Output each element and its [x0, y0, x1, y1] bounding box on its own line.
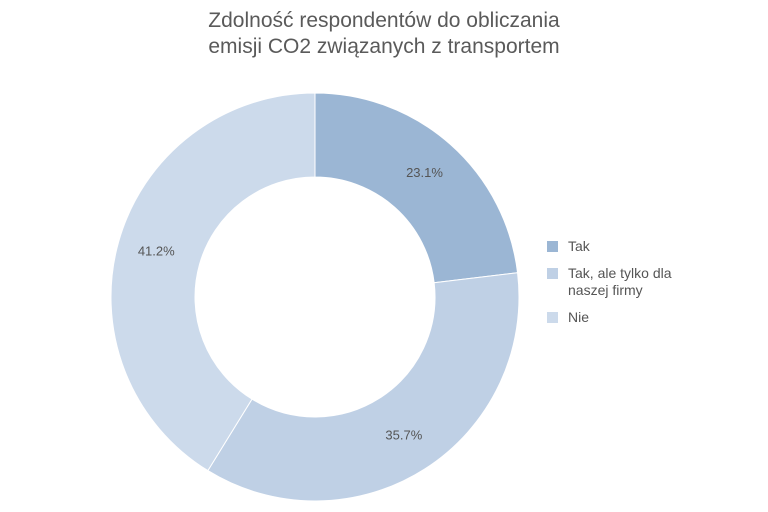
chart-title-line-1: Zdolność respondentów do obliczania [208, 9, 560, 32]
chart-legend: Tak Tak, ale tylko dla naszej firmy Nie [547, 238, 747, 336]
legend-item[interactable]: Tak [547, 238, 747, 255]
legend-swatch [547, 241, 558, 252]
legend-label: Tak, ale tylko dla naszej firmy [568, 265, 672, 298]
chart-title: Zdolność respondentów do obliczania emis… [0, 8, 768, 60]
donut-slice-2[interactable] [207, 272, 520, 502]
donut-slice-1[interactable] [314, 92, 519, 284]
donut-slice-3[interactable] [110, 92, 316, 472]
legend-label: Tak [568, 238, 590, 254]
legend-swatch [547, 268, 558, 279]
slice-value-label: 35.7% [385, 427, 422, 442]
slice-value-label: 23.1% [406, 165, 443, 180]
legend-item[interactable]: Tak, ale tylko dla naszej firmy [547, 265, 747, 299]
legend-swatch [547, 312, 558, 323]
chart-title-line-2: emisji CO2 związanych z transportem [208, 35, 560, 58]
legend-label: Nie [568, 309, 590, 325]
legend-item[interactable]: Nie [547, 309, 747, 326]
slice-value-label: 41.2% [138, 243, 175, 258]
